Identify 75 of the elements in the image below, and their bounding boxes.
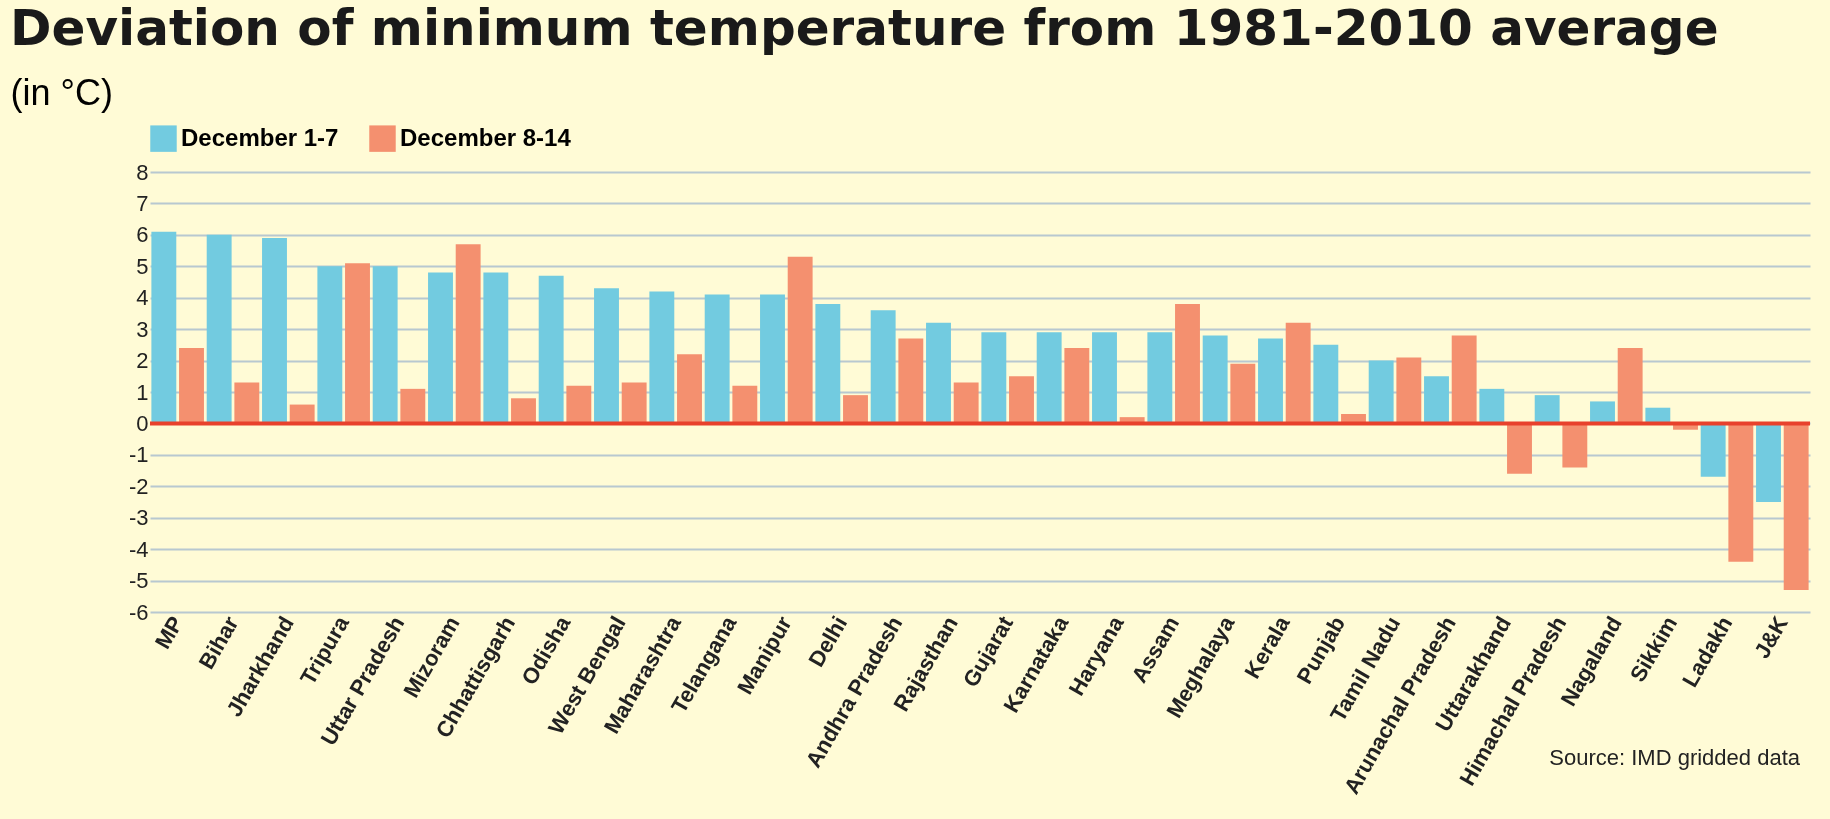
bar — [1230, 363, 1256, 424]
bar — [1479, 388, 1505, 424]
bar — [898, 338, 924, 424]
bar — [538, 275, 564, 424]
bar — [1202, 335, 1228, 424]
y-tick-label: -4 — [128, 536, 149, 562]
bar — [621, 382, 647, 424]
y-tick-label: 1 — [136, 379, 149, 405]
bar — [206, 234, 232, 424]
source-note: Source: IMD gridded data — [1549, 745, 1800, 771]
bar — [262, 238, 287, 424]
bar — [1396, 357, 1422, 424]
bar — [1175, 304, 1200, 424]
bar — [704, 294, 730, 424]
bar — [455, 244, 481, 424]
bar — [981, 332, 1007, 424]
bar — [594, 288, 619, 424]
y-tick-label: -5 — [128, 568, 149, 594]
y-tick-label: -3 — [128, 505, 149, 531]
bar — [428, 272, 453, 424]
bar — [1590, 401, 1615, 424]
bar — [1092, 332, 1117, 424]
bar — [1451, 335, 1477, 424]
bar — [234, 382, 260, 424]
bar — [649, 291, 675, 424]
bar — [1147, 332, 1173, 424]
bar — [1617, 348, 1643, 424]
bar — [926, 322, 951, 424]
bar — [732, 385, 758, 424]
y-tick-label: -6 — [128, 599, 149, 625]
bar — [1424, 376, 1449, 424]
bar — [317, 266, 343, 424]
y-tick-label: 4 — [136, 285, 149, 311]
y-tick-label: 2 — [136, 348, 149, 374]
bar — [1258, 338, 1283, 424]
bar — [400, 388, 426, 424]
y-tick-label: 5 — [136, 253, 149, 279]
legend-label: December 8-14 — [400, 123, 572, 151]
bar — [1534, 395, 1560, 424]
bar — [953, 382, 979, 424]
y-tick-label: -1 — [128, 442, 149, 468]
bar — [151, 231, 177, 424]
y-axis-title: (in °C) — [10, 71, 113, 113]
bar — [787, 256, 813, 424]
legend-label: December 1-7 — [181, 123, 339, 151]
bar — [1728, 423, 1754, 562]
bar — [760, 294, 785, 424]
bar — [1756, 423, 1781, 502]
chart-title: Deviation of minimum temperature from 1981-2010 average — [10, 0, 1719, 57]
bar — [566, 385, 592, 424]
y-tick-label: 0 — [136, 410, 149, 436]
bar — [1036, 332, 1062, 424]
bar — [1368, 360, 1394, 424]
bar — [1009, 376, 1034, 424]
bar — [1562, 423, 1588, 468]
bar — [1064, 348, 1090, 424]
y-tick-label: 3 — [136, 316, 149, 342]
bar — [1313, 344, 1339, 424]
bar — [870, 310, 896, 424]
y-tick-label: 8 — [136, 159, 149, 185]
bar — [815, 304, 841, 424]
bar — [1700, 423, 1726, 477]
bar — [677, 354, 702, 424]
bar — [372, 266, 398, 424]
bar — [1783, 423, 1809, 590]
x-tick-label: MP — [149, 612, 189, 654]
bar — [483, 272, 509, 424]
bar — [1507, 423, 1532, 474]
bar — [179, 348, 204, 424]
y-tick-label: 6 — [136, 222, 149, 248]
bar — [843, 395, 868, 424]
bar — [1285, 322, 1311, 424]
bar — [345, 263, 370, 424]
y-tick-label: 7 — [136, 190, 149, 216]
y-tick-label: -2 — [128, 473, 149, 499]
